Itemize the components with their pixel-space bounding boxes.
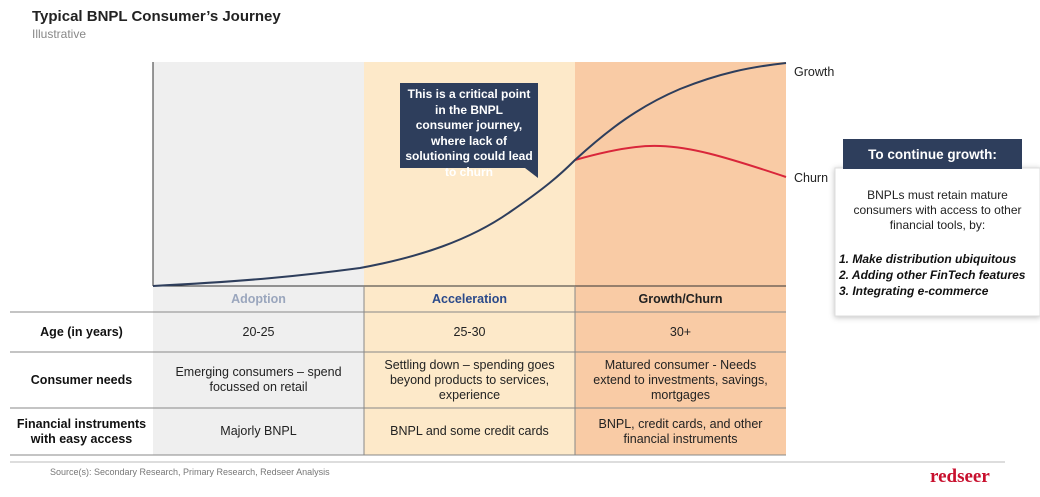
cell: BNPL and some credit cards: [390, 424, 549, 438]
list-item: 3. Integrating e-commerce: [839, 284, 989, 298]
side-box-title-bg: [843, 139, 1022, 169]
side-box-title: To continue growth:: [868, 146, 997, 162]
list-item: 2. Adding other FinTech features: [839, 268, 1026, 282]
phase: Adoption: [231, 291, 286, 306]
growth-label: Growth: [794, 65, 835, 79]
growth-curve: [152, 62, 787, 287]
callout-pointer: [525, 168, 538, 178]
side-box: [834, 167, 1040, 317]
callout-box: [400, 83, 538, 168]
callout-text: This is a critical point in the BNPL con…: [405, 87, 533, 179]
title: Typical BNPL Consumer’s Journey: [32, 8, 281, 25]
cell: 20-25: [242, 324, 275, 339]
phase: Acceleration: [431, 291, 508, 306]
phase-bg: [575, 62, 786, 455]
churn-label: Churn: [794, 171, 829, 185]
row-label: Consumer needs: [30, 372, 133, 387]
side-box-intro: BNPLs must retain mature consumers with …: [853, 188, 1022, 232]
list-item: 1. Make distribution ubiquitous: [839, 252, 1017, 266]
row-label: Financial instruments with easy access: [16, 416, 147, 446]
table-lines: [10, 286, 786, 456]
cell: 25-30: [453, 324, 486, 339]
cell: BNPL, credit cards, and other financial …: [598, 416, 763, 446]
cell: Emerging consumers – spend focussed on r…: [175, 365, 342, 394]
logo: redseer: [930, 466, 990, 487]
source: Source(s): Secondary Research, Primary R…: [50, 467, 330, 477]
phase: Growth/Churn: [638, 291, 723, 306]
cell: Matured consumer - Needs extend to inves…: [593, 357, 768, 402]
side-box-list: 1. Make distribution ubiquitous 2. Addin…: [839, 251, 1039, 299]
churn-curve: [574, 144, 787, 178]
subtitle: Illustrative: [32, 27, 87, 41]
cell: Majorly BNPL: [220, 424, 297, 438]
cell: 30+: [669, 324, 692, 339]
cell: Settling down – spending goes beyond pro…: [384, 357, 555, 402]
row-label: Age (in years): [40, 324, 123, 339]
phase-bg: [153, 62, 364, 455]
